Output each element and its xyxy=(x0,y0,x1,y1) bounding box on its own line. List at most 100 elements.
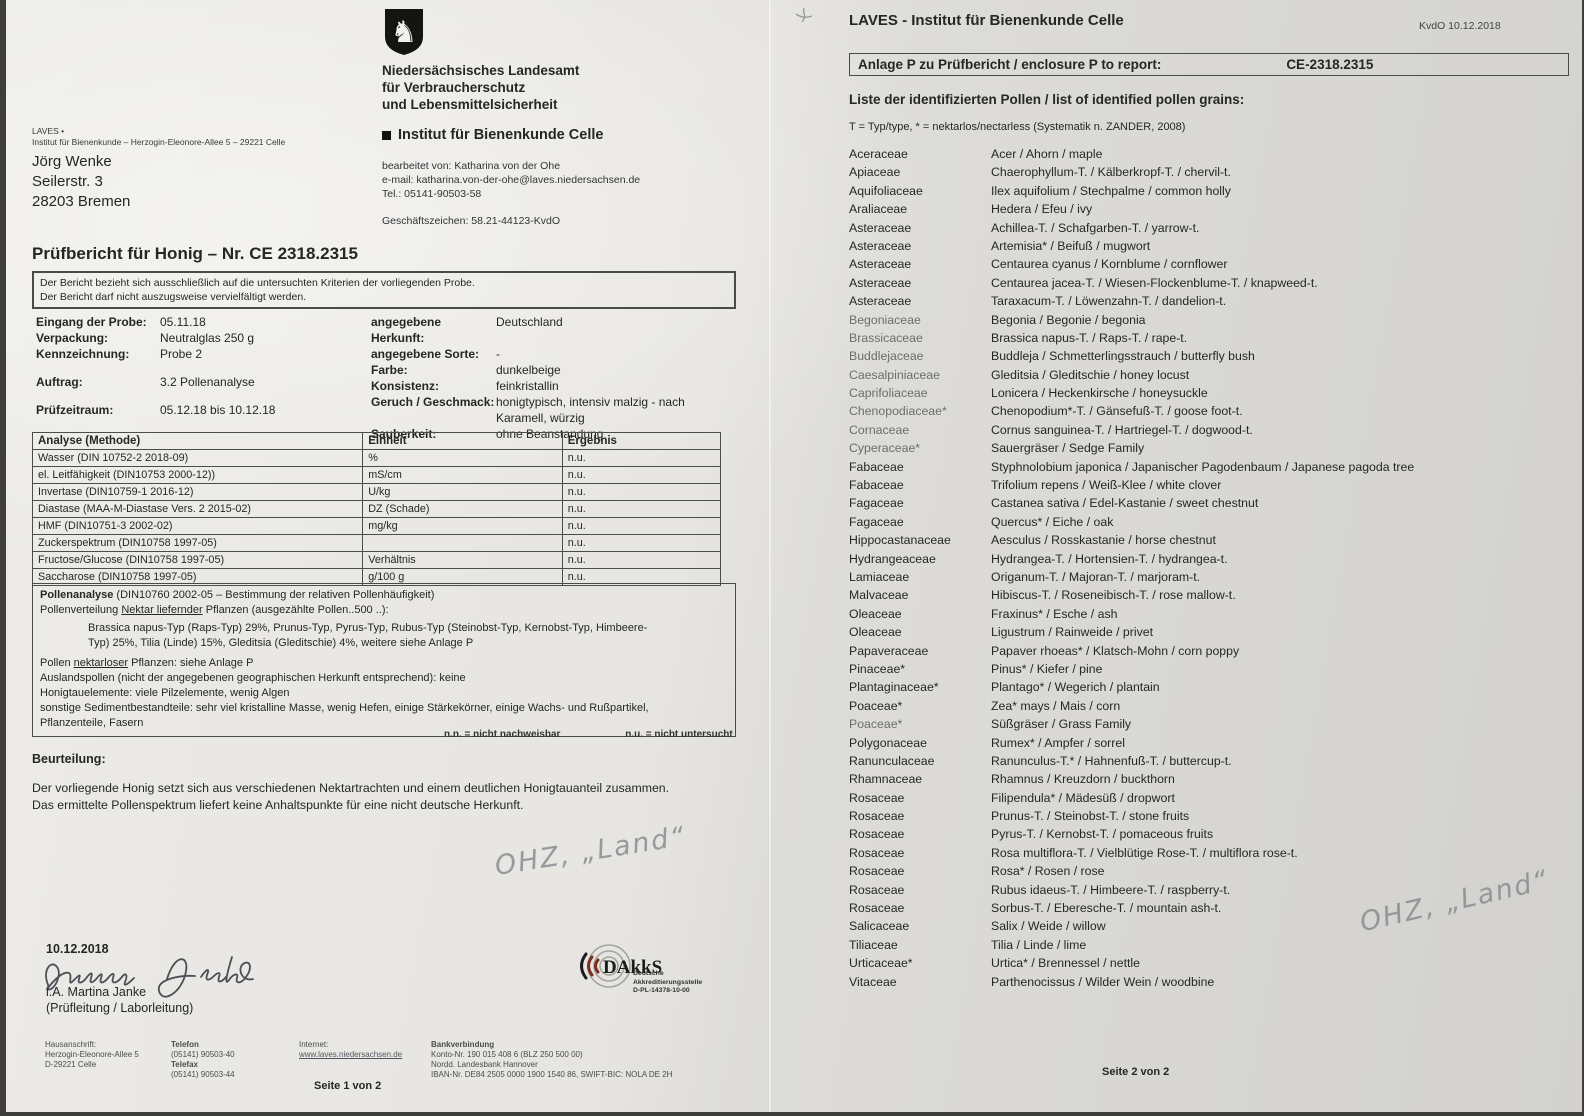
list-item: Cornaceae Cornus sanguinea-T. / Hartrieg… xyxy=(849,423,1569,441)
unit-cell: Verhältnis xyxy=(362,551,563,569)
report-title: Prüfbericht für Honig – Nr. CE 2318.2315 xyxy=(32,244,358,263)
legend-nu: n.u. = nicht untersucht xyxy=(625,729,733,740)
pollen-distribution-text: Brassica napus-Typ (Raps-Typ) 29%, Prunu… xyxy=(88,622,648,649)
list-item: Oleaceae Fraxinus* / Esche / ash xyxy=(849,607,1569,625)
lower-saxony-coat-of-arms-icon: ♞ xyxy=(385,9,423,55)
list-item: Apiaceae Chaerophyllum-T. / Kälberkropf-… xyxy=(849,165,1569,183)
pollen-species: Plantago* / Wegerich / plantain xyxy=(991,680,1160,695)
agency-line: Niedersächsisches Landesamt xyxy=(382,63,580,78)
list-item: Asteraceae Centaurea cyanus / Kornblume … xyxy=(849,257,1569,275)
detail-row: Verpackung: Neutralglas 250 g xyxy=(36,331,255,345)
pollen-species: Cornus sanguinea-T. / Hartriegel-T. / do… xyxy=(991,422,1253,437)
pollen-family: Poaceae* xyxy=(849,698,903,713)
unit-cell xyxy=(362,534,563,552)
signature-date: 10.12.2018 xyxy=(46,942,109,956)
pollen-species: Hydrangea-T. / Hortensien-T. / hydrangea… xyxy=(991,551,1228,566)
pollen-family: Pinaceae* xyxy=(849,661,906,676)
pollen-family: Malvaceae xyxy=(849,588,909,603)
detail-row: Eingang der Probe: 05.11.18 xyxy=(36,315,206,329)
pollen-species: Begonia / Begonie / begonia xyxy=(991,312,1146,327)
list-item: Buddlejaceae Buddleja / Schmetterlingsst… xyxy=(849,349,1569,367)
pollen-family: Vitaceae xyxy=(849,974,897,989)
recipient-street: Seilerstr. 3 xyxy=(32,173,103,190)
list-item: Rosaceae Filipendula* / Mädesüß / dropwo… xyxy=(849,791,1569,809)
pollen-species: Chaerophyllum-T. / Kälberkropf-T. / cher… xyxy=(991,165,1231,180)
pollen-family: Asteraceae xyxy=(849,238,912,253)
pollen-species: Zea* mays / Mais / corn xyxy=(991,698,1121,713)
pollen-family: Caprifoliaceae xyxy=(849,386,928,401)
pollen-species: Acer / Ahorn / maple xyxy=(991,147,1103,161)
phone-line: Tel.: 05141-90503-58 xyxy=(382,188,482,200)
abbreviation-legend: n.n. = nicht nachweisbar n.u. = nicht un… xyxy=(444,729,1084,740)
pollen-family: Oleaceae xyxy=(849,606,902,621)
pollen-family: Araliaceae xyxy=(849,202,908,217)
pollen-species: Urtica* / Brennessel / nettle xyxy=(991,956,1140,971)
detail-row: Geruch / Geschmack: honigtypisch, intensi… xyxy=(371,395,685,425)
pollen-family: Poaceae* xyxy=(849,717,903,732)
list-item: Fabaceae Styphnolobium japonica / Japani… xyxy=(849,460,1569,478)
list-item: Poaceae* Süßgräser / Grass Family xyxy=(849,717,1569,735)
enclosure-box: Anlage P zu Prüfbericht / enclosure P to… xyxy=(849,53,1569,76)
list-item: Oleaceae Ligustrum / Rainweide / privet xyxy=(849,625,1569,643)
detail-row: Farbe: dunkelbeige xyxy=(371,363,561,377)
assessment-heading: Beurteilung: xyxy=(32,752,106,766)
pollen-family: Urticaceae* xyxy=(849,956,913,971)
pollen-species: Styphnolobium japonica / Japanischer Pag… xyxy=(991,459,1415,474)
pollen-family: Rosaceae xyxy=(849,809,905,824)
page-fold xyxy=(768,0,772,1112)
pollen-family: Asteraceae xyxy=(849,257,912,272)
list-item: Papaveraceae Papaver rhoeas* / Klatsch-M… xyxy=(849,644,1569,662)
foreign-pollen-line: Auslandspollen (nicht der angegebenen ge… xyxy=(40,672,466,684)
signature xyxy=(45,956,254,998)
list-item: Rosaceae Rubus idaeus-T. / Himbeere-T. /… xyxy=(849,883,1569,901)
list-item: Urticaceae* Urtica* / Brennessel / nettl… xyxy=(849,956,1569,974)
pollen-family: Cyperaceae* xyxy=(849,441,921,456)
list-item: Aquifoliaceae Ilex aquifolium / Stechpal… xyxy=(849,184,1569,202)
pollen-species: Sorbus-T. / Eberesche-T. / mountain ash-… xyxy=(991,901,1222,916)
pollen-family: Aceraceae xyxy=(849,147,908,161)
pollen-family: Asteraceae xyxy=(849,294,912,309)
pollen-species: Centaurea cyanus / Kornblume / cornflowe… xyxy=(991,257,1228,272)
agency-letterhead: ♞ Niedersächsisches Landesamt für Verbra… xyxy=(382,8,702,227)
pencil-mark xyxy=(795,7,813,23)
agency-name: Niedersächsisches Landesamt für Verbrauc… xyxy=(382,62,702,113)
list-item: Asteraceae Achillea-T. / Schafgarben-T. … xyxy=(849,221,1569,239)
honeydew-line: Honigtauelemente: viele Pilzelemente, we… xyxy=(40,687,290,699)
pollen-family: Plantaginaceae* xyxy=(849,680,939,695)
pollen-list-legend: T = Typ/type, * = nektarlos/nectarless (… xyxy=(849,121,1186,133)
list-item: Ranunculaceae Ranunculus-T.* / Hahnenfuß… xyxy=(849,754,1569,772)
pollen-box-line2: Pollenverteilung Nektar liefernder Pflan… xyxy=(40,604,389,616)
signer-block: i.A. Martina Janke (Prüfleitung / Laborl… xyxy=(46,984,193,1016)
detail-row: Konsistenz: feinkristallin xyxy=(371,379,559,393)
pollen-species: Rumex* / Ampfer / sorrel xyxy=(991,735,1125,750)
result-cell: n.u. xyxy=(561,466,722,484)
list-item: Rosaceae Rosa multiflora-T. / Vielblütig… xyxy=(849,846,1569,864)
list-item: Asteraceae Taraxacum-T. / Löwenzahn-T. /… xyxy=(849,294,1569,312)
signer-name: i.A. Martina Janke xyxy=(46,985,147,999)
pollen-species: Fraxinus* / Esche / ash xyxy=(991,606,1118,621)
pollen-species: Ranunculus-T.* / Hahnenfuß-T. / buttercu… xyxy=(991,753,1232,768)
pollen-box-line1: Pollenanalyse (DIN10760 2002-05 – Bestim… xyxy=(40,589,435,601)
analysis-table: Analyse (Methode) Einheit Ergebnis Wasse… xyxy=(31,432,722,586)
pollen-family: Asteraceae xyxy=(849,220,912,235)
result-cell: n.u. xyxy=(561,500,722,518)
scope-notice-box: Der Bericht bezieht sich ausschließlich … xyxy=(32,271,736,309)
sender-laves: LAVES • xyxy=(32,126,65,136)
detail-row: Kennzeichnung: Probe 2 xyxy=(36,347,203,361)
list-item: Fabaceae Trifolium repens / Weiß-Klee / … xyxy=(849,478,1569,496)
pollen-species: Lonicera / Heckenkirsche / honeysuckle xyxy=(991,386,1208,401)
notice-line: Der Bericht bezieht sich ausschließlich … xyxy=(40,277,475,289)
pollen-family: Caesalpiniaceae xyxy=(849,367,940,382)
agency-line: für Verbraucherschutz xyxy=(382,80,526,95)
list-item: Aceraceae Acer / Ahorn / maple xyxy=(849,147,1569,165)
agency-line: und Lebensmittelsicherheit xyxy=(382,97,558,112)
pollen-species: Rhamnus / Kreuzdorn / buckthorn xyxy=(991,772,1175,787)
pollen-species: Filipendula* / Mädesüß / dropwort xyxy=(991,790,1175,805)
pollen-species: Tilia / Linde / lime xyxy=(991,937,1087,952)
list-item: Fagaceae Quercus* / Eiche / oak xyxy=(849,515,1569,533)
table-row: Zuckerspektrum (DIN10758 1997-05) n.u. xyxy=(31,534,722,552)
pollen-family: Oleaceae xyxy=(849,625,902,640)
pollen-family: Fagaceae xyxy=(849,496,904,511)
pollen-family: Rosaceae xyxy=(849,864,905,879)
analysis-cell: el. Leitfähigkeit (DIN10753 2000-12)) xyxy=(31,466,364,484)
